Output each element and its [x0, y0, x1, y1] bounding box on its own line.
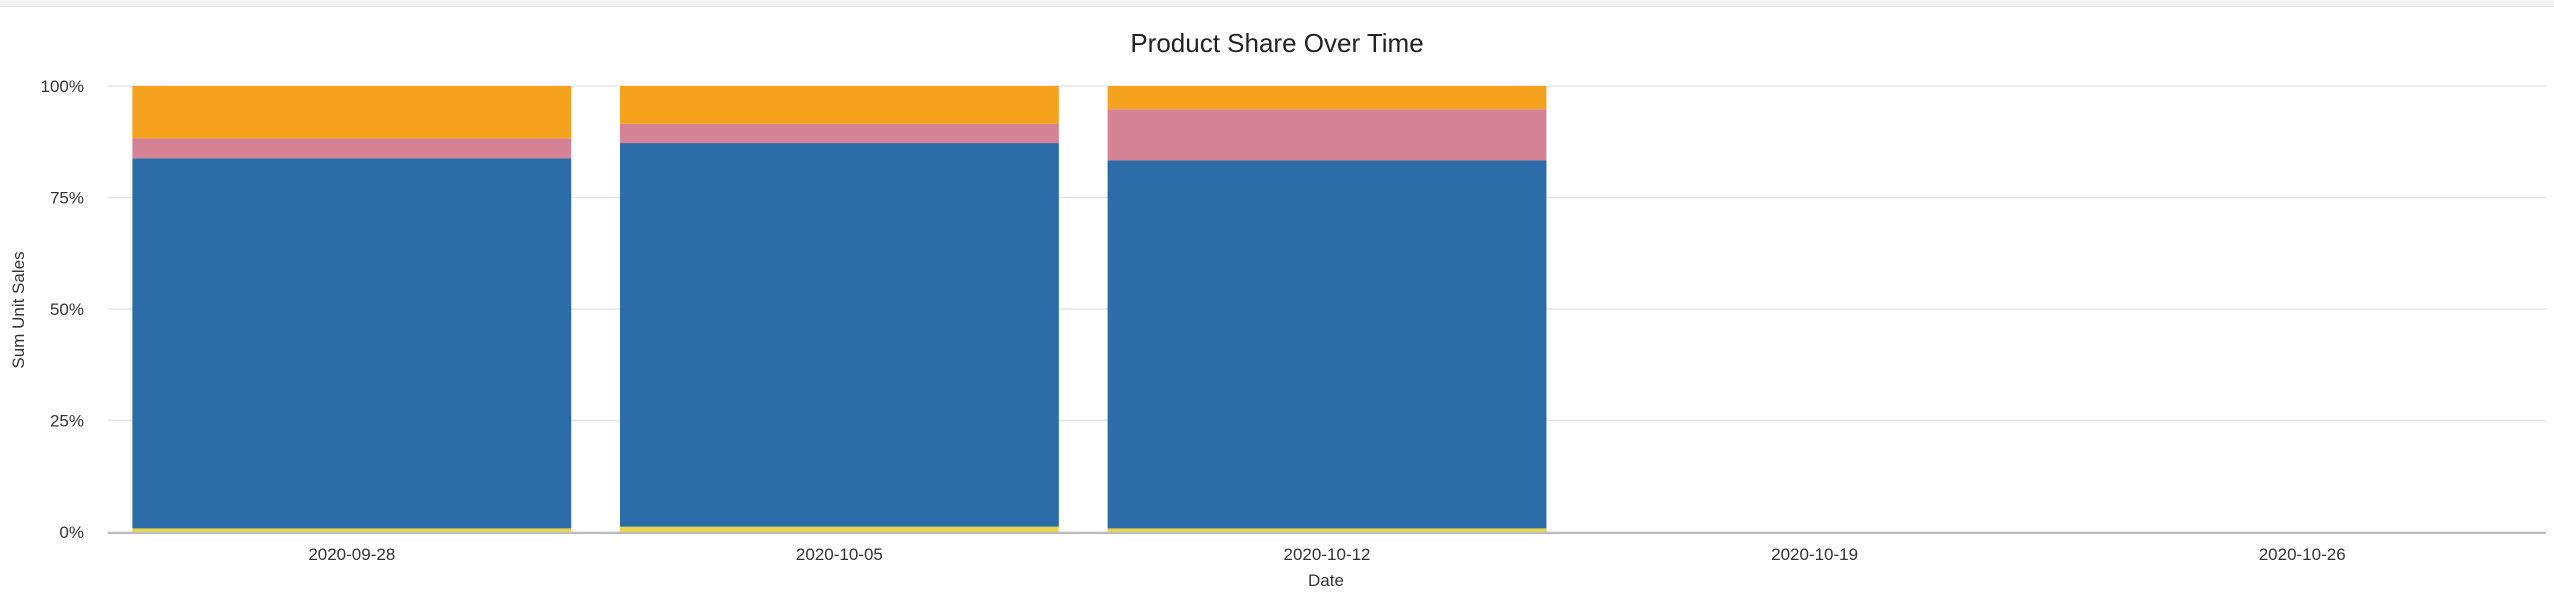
y-tick-label: 100% [41, 77, 84, 96]
bar-segment-2020-10-05-series-3[interactable] [619, 86, 1059, 124]
x-tick-label: 2020-10-19 [1771, 545, 1858, 564]
y-axis-label: Sum Unit Sales [9, 251, 28, 368]
bar-segment-2020-09-28-series-1[interactable] [132, 158, 572, 529]
y-tick-label: 25% [50, 412, 84, 431]
y-tick-label: 75% [50, 189, 84, 208]
x-tick-label: 2020-09-28 [308, 545, 395, 564]
bar-segment-2020-10-12-series-2[interactable] [1107, 109, 1547, 161]
chart-title: Product Share Over Time [1130, 28, 1423, 58]
y-tick-label: 0% [59, 523, 84, 542]
top-border-strip [0, 0, 2554, 7]
bar-segment-2020-10-12-series-3[interactable] [1107, 86, 1547, 110]
x-axis-ticks: 2020-09-28 2020-10-05 2020-10-12 2020-10-19… [308, 545, 2345, 564]
x-tick-label: 2020-10-12 [1284, 545, 1371, 564]
x-tick-label: 2020-10-26 [2259, 545, 2346, 564]
bar-segment-2020-09-28-series-3[interactable] [132, 86, 572, 139]
y-axis-ticks: 0% 25% 50% 75% 100% [41, 77, 84, 542]
x-axis-label: Date [1308, 571, 1344, 590]
bar-layer [132, 86, 1547, 532]
bar-segment-2020-09-28-series-0[interactable] [132, 528, 572, 532]
x-tick-label: 2020-10-05 [796, 545, 883, 564]
bar-segment-2020-10-12-series-0[interactable] [1107, 528, 1547, 532]
bar-segment-2020-10-12-series-1[interactable] [1107, 160, 1547, 529]
bar-segment-2020-10-05-series-1[interactable] [619, 143, 1059, 527]
bar-segment-2020-09-28-series-2[interactable] [132, 138, 572, 159]
bar-segment-2020-10-05-series-2[interactable] [619, 123, 1059, 144]
y-tick-label: 50% [50, 300, 84, 319]
bar-segment-2020-10-05-series-0[interactable] [619, 526, 1059, 532]
